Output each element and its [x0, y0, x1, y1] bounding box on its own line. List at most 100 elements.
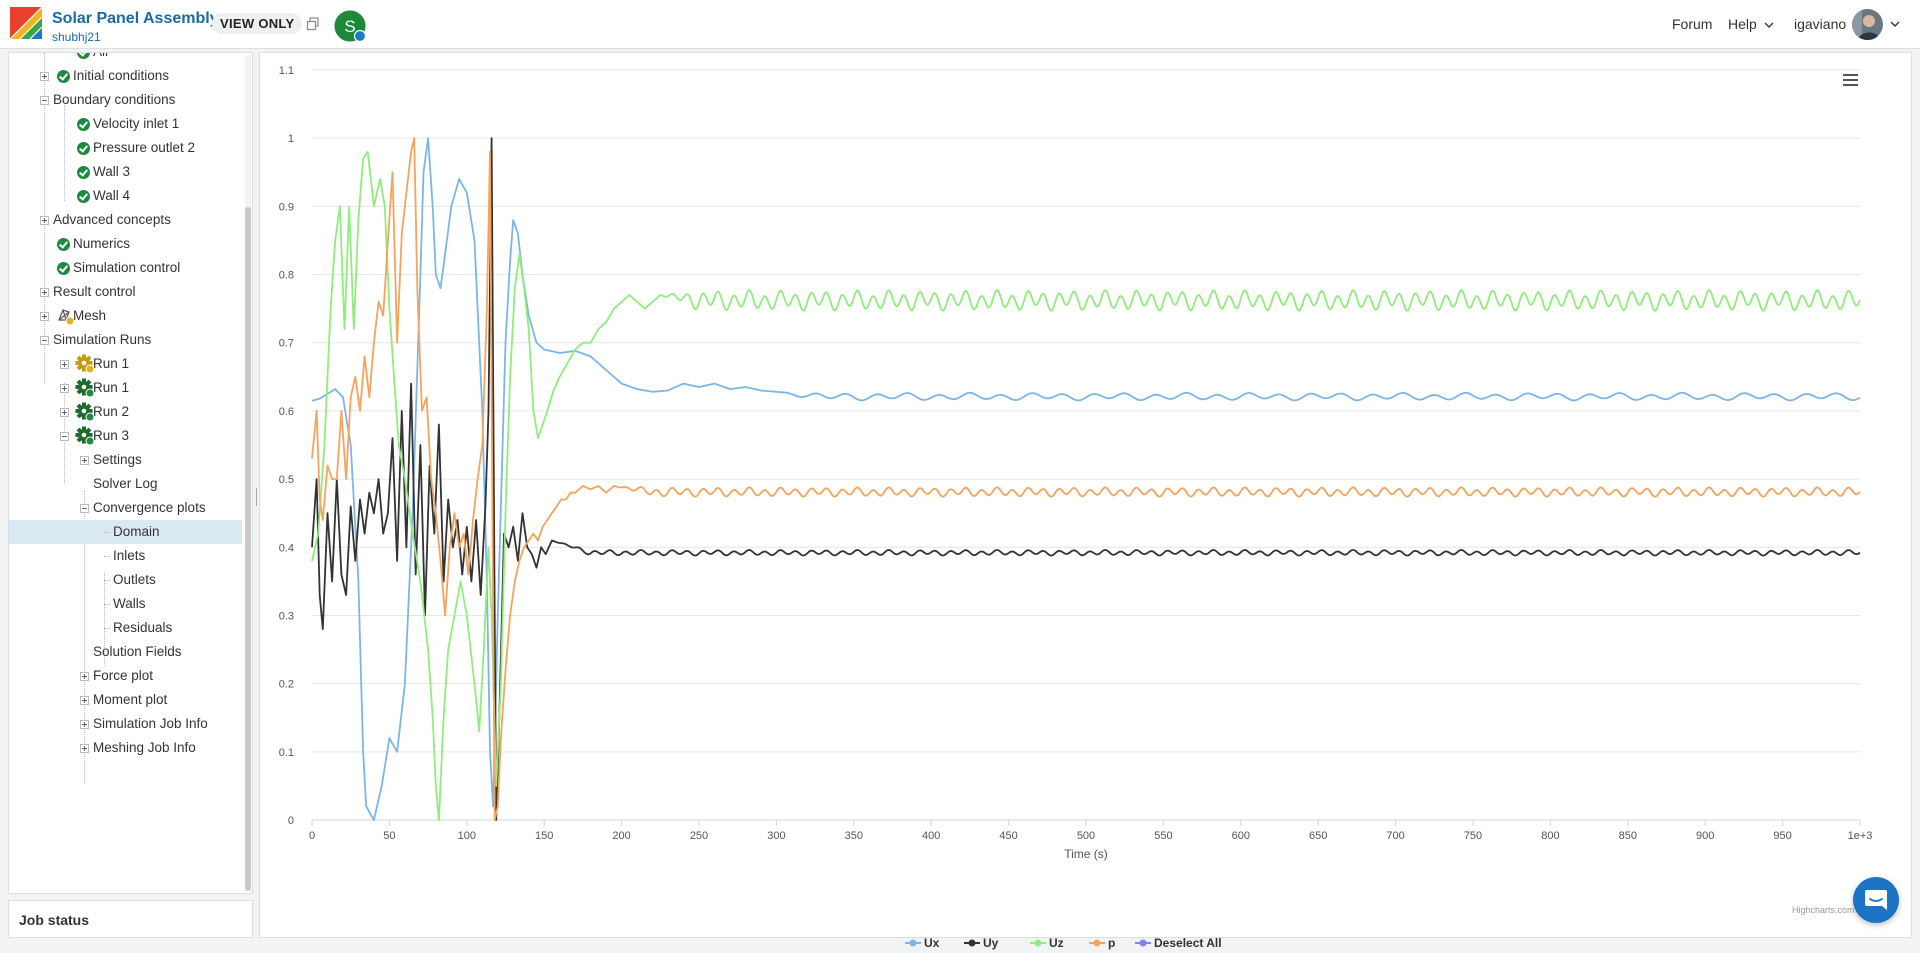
project-owner-link[interactable]: shubhj21 [52, 30, 101, 44]
chart-credits-link[interactable]: Highcharts.com [1792, 905, 1855, 915]
legend-label: p [1108, 935, 1116, 950]
collapse-icon[interactable] [40, 96, 49, 105]
expand-icon[interactable] [40, 216, 49, 225]
tree-item-run-1[interactable]: Run 1 [9, 376, 242, 400]
expand-icon[interactable] [80, 672, 89, 681]
tree-item-label: Pressure outlet 2 [93, 140, 196, 155]
legend-item-p[interactable]: p [1089, 935, 1115, 953]
forum-link[interactable]: Forum [1672, 16, 1713, 32]
tree-item-simulation-control[interactable]: Simulation control [9, 256, 242, 280]
tree-item-run-2[interactable]: Run 2 [9, 400, 242, 424]
user-menu-chevron-icon[interactable] [1890, 20, 1900, 28]
collapse-icon[interactable] [80, 504, 89, 513]
user-status-badge-icon[interactable]: S [333, 9, 367, 43]
tree-item-air[interactable]: Air [9, 53, 242, 64]
gear-success-icon [75, 426, 95, 446]
tree-item-wall-3[interactable]: Wall 3 [9, 160, 242, 184]
tree-item-label: Run 1 [93, 356, 130, 371]
series-line-uz[interactable] [311, 150, 1861, 821]
tree-item-convergence-plots[interactable]: Convergence plots [9, 496, 242, 520]
tree-guide-line [104, 628, 110, 629]
legend-item-uy[interactable]: Uy [964, 935, 998, 953]
tree-item-force-plot[interactable]: Force plot [9, 664, 242, 688]
series-line-p[interactable] [311, 137, 1861, 821]
tree-item-label: Meshing Job Info [93, 740, 196, 755]
tree-item-residuals[interactable]: Residuals [9, 616, 242, 640]
tree-item-solver-log[interactable]: Solver Log [9, 472, 242, 496]
legend-symbol-icon [964, 939, 980, 947]
x-tick-label: 150 [535, 830, 553, 842]
tree-item-solution-fields[interactable]: Solution Fields [9, 640, 242, 664]
tree-item-result-control[interactable]: Result control [9, 280, 242, 304]
check-circle-icon [57, 262, 70, 275]
tree-item-initial-conditions[interactable]: Initial conditions [9, 64, 242, 88]
app-logo-icon[interactable] [10, 7, 42, 39]
expand-icon[interactable] [60, 360, 69, 369]
tree-item-label: Solution Fields [93, 644, 182, 659]
tree-item-simulation-job-info[interactable]: Simulation Job Info [9, 712, 242, 736]
tree-item-run-1[interactable]: Run 1 [9, 352, 242, 376]
tree-item-boundary-conditions[interactable]: Boundary conditions [9, 88, 242, 112]
scrollbar-thumb[interactable] [245, 207, 251, 891]
expand-icon[interactable] [80, 696, 89, 705]
tree-item-wall-4[interactable]: Wall 4 [9, 184, 242, 208]
legend-deselect-all[interactable]: Deselect All [1135, 935, 1222, 953]
tree-item-label: Boundary conditions [53, 92, 176, 107]
tree-item-moment-plot[interactable]: Moment plot [9, 688, 242, 712]
expand-icon[interactable] [80, 720, 89, 729]
expand-icon[interactable] [40, 72, 49, 81]
y-tick-label: 0.9 [279, 201, 294, 213]
check-circle-icon [77, 142, 90, 155]
tree-item-settings[interactable]: Settings [9, 448, 242, 472]
tree-item-pressure-outlet-2[interactable]: Pressure outlet 2 [9, 136, 242, 160]
tree-guide-line [104, 556, 110, 557]
tree-item-label: Numerics [73, 236, 131, 251]
legend-symbol-icon [905, 939, 921, 947]
tree-item-simulation-runs[interactable]: Simulation Runs [9, 328, 242, 352]
expand-icon[interactable] [60, 408, 69, 417]
tree-item-domain[interactable]: Domain [9, 520, 242, 544]
tree-item-numerics[interactable]: Numerics [9, 232, 242, 256]
tree-item-label: Force plot [93, 668, 154, 683]
username[interactable]: igaviano [1794, 16, 1847, 32]
series-line-ux[interactable] [311, 137, 1861, 821]
top-header: Solar Panel Assembly shubhj21 VIEW ONLY … [0, 0, 1920, 49]
avatar[interactable] [1852, 9, 1883, 40]
mesh-warning-icon [58, 309, 75, 326]
tree-item-outlets[interactable]: Outlets [9, 568, 242, 592]
x-tick-label: 350 [845, 830, 863, 842]
legend-label: Deselect All [1154, 935, 1222, 950]
collapse-icon[interactable] [40, 336, 49, 345]
tree-guide-line [64, 105, 65, 201]
tree-item-advanced-concepts[interactable]: Advanced concepts [9, 208, 242, 232]
collapse-icon[interactable] [60, 432, 69, 441]
tree-item-label: Residuals [113, 620, 173, 635]
chart-menu-icon[interactable] [1842, 73, 1860, 89]
chevron-down-icon [1764, 22, 1774, 28]
tree-guide-line [84, 491, 85, 783]
expand-icon[interactable] [40, 312, 49, 321]
tree-item-run-3[interactable]: Run 3 [9, 424, 242, 448]
help-menu[interactable]: Help [1728, 16, 1774, 32]
tree-item-meshing-job-info[interactable]: Meshing Job Info [9, 736, 242, 760]
support-chat-button[interactable] [1853, 877, 1899, 923]
tree-item-mesh[interactable]: Mesh [9, 304, 242, 328]
tree-item-inlets[interactable]: Inlets [9, 544, 242, 568]
expand-icon[interactable] [80, 456, 89, 465]
tree-item-walls[interactable]: Walls [9, 592, 242, 616]
x-tick-label: 650 [1309, 830, 1327, 842]
expand-icon[interactable] [60, 384, 69, 393]
check-circle-icon [77, 190, 90, 203]
legend-item-uz[interactable]: Uz [1030, 935, 1064, 953]
chat-icon [1865, 890, 1887, 910]
sidebar-scrollbar[interactable] [245, 55, 251, 891]
tree-item-label: Run 1 [93, 380, 130, 395]
expand-icon[interactable] [80, 744, 89, 753]
legend-symbol-icon [1135, 939, 1151, 947]
series-line-uy[interactable] [311, 137, 1861, 821]
copy-project-icon[interactable] [306, 17, 320, 31]
tree-item-velocity-inlet-1[interactable]: Velocity inlet 1 [9, 112, 242, 136]
job-status-panel[interactable]: Job status [8, 900, 253, 938]
expand-icon[interactable] [40, 288, 49, 297]
legend-item-ux[interactable]: Ux [905, 935, 939, 953]
